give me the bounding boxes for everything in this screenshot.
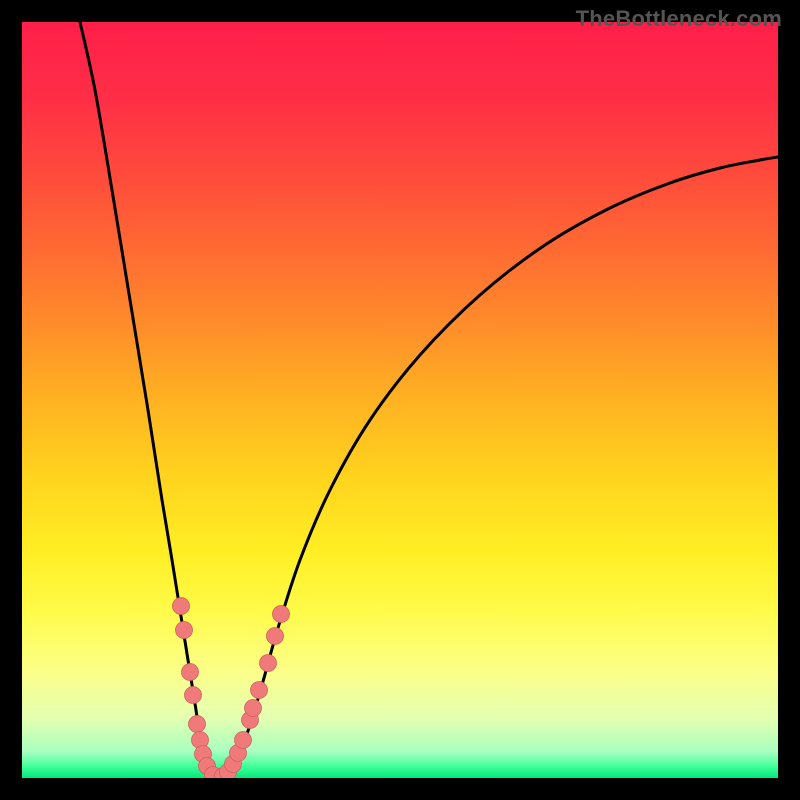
data-marker [235,732,252,749]
data-marker [185,687,202,704]
data-marker [189,716,206,733]
data-marker [251,682,268,699]
data-marker [182,664,199,681]
bottleneck-chart-svg [0,0,800,800]
data-marker [267,628,284,645]
gradient-background [22,22,778,778]
chart-frame: TheBottleneck.com [0,0,800,800]
data-marker [260,655,277,672]
watermark-text: TheBottleneck.com [576,6,782,32]
data-marker [245,700,262,717]
data-marker [273,606,290,623]
data-marker [173,598,190,615]
data-marker [176,622,193,639]
